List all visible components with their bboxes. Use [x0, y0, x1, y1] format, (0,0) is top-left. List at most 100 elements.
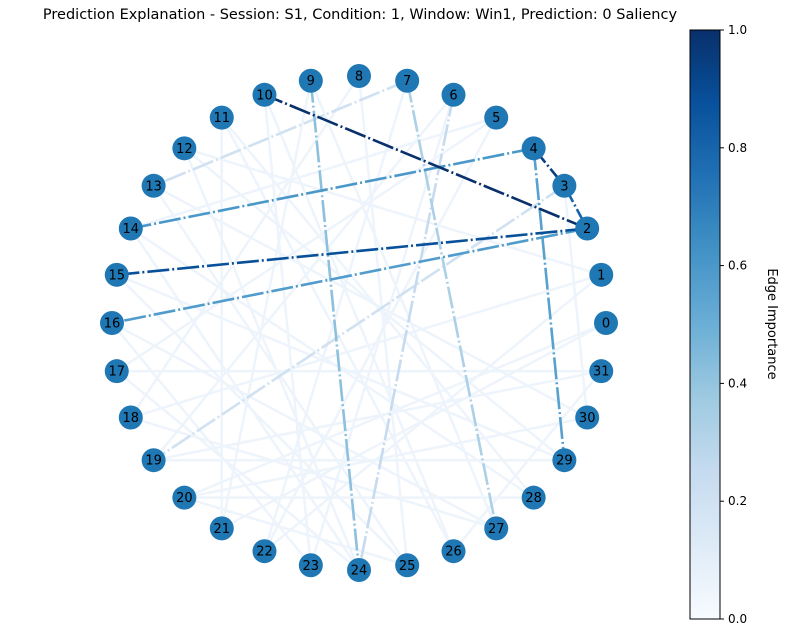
graph-edge-2-15	[116, 227, 588, 277]
graph-edge-21-0	[221, 321, 607, 530]
graph-edge-26-31	[452, 370, 603, 552]
graph-edge-7-27	[405, 80, 498, 529]
graph-node-22: 22	[252, 539, 277, 564]
graph-node-3: 3	[552, 173, 577, 198]
graph-node-18: 18	[118, 405, 143, 430]
graph-edge-30-3	[563, 185, 589, 418]
graph-node-5: 5	[484, 105, 509, 130]
graph-edge-27-9	[309, 80, 498, 529]
colorbar-tick-label: 0.2	[728, 494, 747, 508]
node-circle	[521, 485, 546, 510]
node-label: 16	[104, 317, 121, 332]
colorbar-gradient	[689, 29, 721, 620]
node-circle	[575, 216, 600, 241]
node-circle	[104, 359, 129, 384]
node-label: 11	[214, 111, 231, 126]
colorbar: 0.0 0.2 0.4 0.6 0.8 1.0 Edge Importance	[689, 23, 779, 626]
graph-edge-23-6	[309, 94, 455, 566]
graph-node-21: 21	[209, 516, 234, 541]
node-circle	[395, 68, 420, 93]
node-circle	[118, 216, 143, 241]
graph-edge-2-16	[111, 227, 588, 325]
node-circle	[141, 173, 166, 198]
colorbar-tick-label: 0.8	[728, 141, 747, 155]
node-circle	[521, 136, 546, 161]
node-circle	[347, 558, 371, 582]
graph-edge-4-29	[532, 148, 566, 461]
graph-node-27: 27	[484, 516, 509, 541]
graph-node-11: 11	[209, 105, 234, 130]
node-circle	[252, 82, 277, 107]
graph-node-19: 19	[141, 448, 166, 473]
graph-edge-2-10	[263, 93, 588, 230]
graph-edge-7-13	[153, 79, 408, 187]
node-label: 6	[449, 88, 457, 103]
graph-node-16: 16	[100, 311, 124, 335]
node-circle	[552, 173, 577, 198]
node-label: 22	[256, 545, 273, 560]
graph-edge-5-14	[130, 116, 497, 230]
colorbar-tick-label: 0.4	[728, 376, 747, 390]
graph-node-7: 7	[395, 68, 420, 93]
graph-node-25: 25	[395, 553, 420, 578]
node-label: 5	[492, 111, 500, 126]
node-circle	[347, 64, 371, 88]
node-label: 21	[214, 522, 231, 537]
graph-node-26: 26	[441, 539, 466, 564]
colorbar-ticks: 0.0 0.2 0.4 0.6 0.8 1.0	[720, 23, 747, 626]
node-circle	[209, 105, 234, 130]
graph-edge-6-24	[357, 94, 455, 571]
salient-edges-layer	[111, 79, 589, 571]
node-label: 2	[583, 222, 591, 237]
colorbar-label: Edge Importance	[764, 268, 779, 379]
graph-node-12: 12	[172, 136, 197, 161]
graph-edge-20-25	[183, 496, 408, 567]
node-label: 31	[593, 365, 610, 380]
graph-edge-19-31	[153, 369, 602, 462]
graph-edge-6-19	[152, 94, 455, 462]
graph-edge-20-30	[184, 416, 588, 499]
node-circle	[118, 405, 143, 430]
node-circle	[104, 262, 129, 287]
node-label: 13	[145, 179, 162, 194]
graph-edge-3-19	[152, 184, 566, 462]
node-circle	[484, 516, 509, 541]
node-label: 30	[579, 411, 596, 426]
node-circle	[575, 405, 600, 430]
node-circle	[298, 553, 323, 578]
graph-node-20: 20	[172, 485, 197, 510]
graph-edge-8-18	[129, 75, 361, 419]
node-circle	[172, 485, 197, 510]
graph-edge-1-18	[130, 273, 602, 419]
graph-node-13: 13	[141, 173, 166, 198]
graph-edge-15-25	[115, 273, 409, 567]
node-label: 15	[108, 268, 125, 283]
graph-node-17: 17	[104, 359, 129, 384]
colorbar-tick-label: 0.0	[728, 612, 747, 626]
graph-edge-7-22	[263, 80, 409, 552]
graph-edge-11-28	[220, 116, 535, 499]
graph-edge-16-27	[111, 321, 497, 530]
graph-edge-8-25	[357, 75, 409, 566]
node-circle	[209, 516, 234, 541]
node-label: 29	[556, 454, 573, 469]
graph-node-28: 28	[521, 485, 546, 510]
node-label: 17	[108, 365, 125, 380]
node-label: 20	[176, 491, 193, 506]
faint-edges-layer	[111, 75, 607, 571]
node-label: 14	[123, 222, 140, 237]
node-circle	[441, 82, 466, 107]
graph-edge-17-24	[115, 370, 360, 571]
graph-node-10: 10	[252, 82, 277, 107]
graph-node-15: 15	[104, 262, 129, 287]
node-label: 7	[403, 74, 411, 89]
node-circle	[594, 311, 618, 335]
node-label: 23	[303, 559, 320, 574]
node-label: 8	[355, 70, 363, 85]
node-circle	[395, 553, 420, 578]
node-circle	[252, 539, 277, 564]
node-circle	[589, 262, 614, 287]
graph-edge-14-24	[129, 227, 361, 571]
